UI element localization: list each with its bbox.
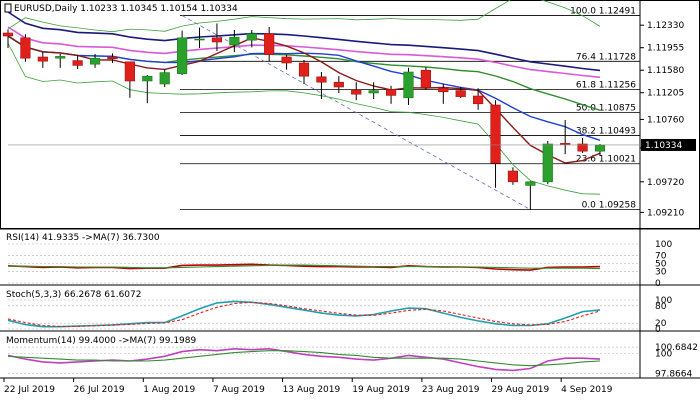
stoch-title: Stoch(5,3,3) 66.2678 61.6072 <box>6 290 141 300</box>
indicator-tick-label: 100 <box>655 296 672 306</box>
fib-level-label: 100.0 1.12491 <box>570 7 636 17</box>
candle-body <box>420 69 431 88</box>
ma-10-line <box>7 35 601 164</box>
indicator-tick-label: 97.8664 <box>655 370 692 380</box>
candle-body <box>351 89 362 95</box>
candle-body <box>211 37 223 43</box>
indicator-tick-label: 100 <box>655 350 672 360</box>
candle-body <box>246 33 257 41</box>
candle-body <box>542 143 553 183</box>
candle-body <box>298 62 310 77</box>
candle-body <box>368 90 379 94</box>
candle-body <box>525 181 536 186</box>
last-price-label: 1.10334 <box>645 141 682 151</box>
candle-body <box>107 56 118 60</box>
candle-body <box>507 170 519 183</box>
price-panel <box>0 0 700 229</box>
fib-level-label: 61.8 1.11256 <box>576 81 636 91</box>
price-axis-tick-label: 1.12330 <box>647 21 684 31</box>
candle-body <box>264 33 275 55</box>
candle-body <box>89 57 101 65</box>
bollinger-lower-line <box>7 43 601 195</box>
indicator-series-line <box>7 350 601 367</box>
x-axis-tick-label: 1 Aug 2019 <box>143 385 195 395</box>
indicator-tick-label: 80 <box>655 302 667 312</box>
price-axis-tick-label: 1.10760 <box>647 115 684 125</box>
symbol-header: EURUSD,Daily 1.10233 1.10345 1.10154 1.1… <box>4 3 238 14</box>
candle-body <box>403 71 414 99</box>
x-axis-tick-label: 29 Aug 2019 <box>492 385 550 395</box>
x-axis-tick-label: 26 Jul 2019 <box>74 385 125 395</box>
last-price-badge <box>641 138 696 151</box>
fib-level-label: 23.6 1.10021 <box>576 155 636 165</box>
candle-body <box>385 89 397 96</box>
indicator-series-line <box>7 300 601 328</box>
candle-body <box>20 37 31 59</box>
x-axis-tick-label: 23 Aug 2019 <box>422 385 480 395</box>
candle-body <box>72 60 83 66</box>
indicator-tick-label: 20 <box>655 319 667 329</box>
candle-body <box>473 95 484 105</box>
price-axis-tick-label: 1.09210 <box>647 208 684 218</box>
candle-body <box>316 76 327 83</box>
indicator-tick-label: 100 <box>655 240 672 250</box>
indicator-tick-label: 50 <box>655 260 667 270</box>
candle-body <box>124 61 135 82</box>
indicator-tick-label: 0 <box>655 325 661 335</box>
fib-level-label: 0.0 1.09258 <box>582 201 637 211</box>
candle-body <box>177 37 188 75</box>
candle-body <box>594 144 606 152</box>
candle-body <box>490 104 501 164</box>
x-axis-tick-label: 13 Aug 2019 <box>283 385 341 395</box>
candle-body <box>229 36 240 46</box>
candle-body <box>159 72 170 85</box>
indicator-tick-label: 0 <box>655 279 661 289</box>
ma-200-line <box>7 11 601 72</box>
candle-body <box>55 56 66 59</box>
bollinger-upper-line <box>7 0 601 33</box>
x-axis-tick-label: 7 Aug 2019 <box>213 385 265 395</box>
price-axis-tick-label: 1.11955 <box>647 44 684 54</box>
candle-body <box>281 56 292 64</box>
fib-level-label: 38.2 1.10493 <box>576 126 636 136</box>
indicator-series-line <box>7 301 601 327</box>
x-axis-tick-label: 19 Aug 2019 <box>352 385 410 395</box>
price-axis-tick-label: 1.11205 <box>647 89 684 99</box>
candle-body <box>194 38 205 41</box>
candle-body <box>560 143 571 145</box>
indicator-tick-label: 30 <box>655 267 667 277</box>
candle-body <box>577 143 588 152</box>
indicator-series-line <box>8 264 601 270</box>
fib-level-label: 76.4 1.11728 <box>576 52 636 62</box>
symbol-arrow-icon <box>4 3 12 13</box>
candle-body <box>333 81 344 88</box>
price-axis-tick-label: 1.09720 <box>647 178 684 188</box>
x-axis-tick-label: 4 Sep 2019 <box>561 385 613 395</box>
price-axis-tick-label: 1.11580 <box>647 66 684 76</box>
rsi-title: RSI(14) 41.9335 ->MA(7) 36.7300 <box>6 233 160 243</box>
momentum-title: Momentum(14) 99.4000 ->MA(7) 99.1989 <box>6 336 197 346</box>
candle-body <box>455 90 466 97</box>
symbol-title: EURUSD,Daily 1.10233 1.10345 1.10154 1.1… <box>14 4 238 14</box>
fib-level-label: 50.0 1.10875 <box>576 104 636 114</box>
indicator-tick-label: 100.6842 <box>655 343 698 353</box>
candle-body <box>2 32 14 37</box>
ma-100-line <box>7 26 601 79</box>
indicator-tick-label: 70 <box>655 252 667 262</box>
candle-body <box>37 56 48 62</box>
fib-swing-trendline <box>181 15 531 210</box>
x-axis-tick-label: 22 Jul 2019 <box>4 385 55 395</box>
candle-body <box>438 87 449 93</box>
candle-body <box>142 75 153 82</box>
